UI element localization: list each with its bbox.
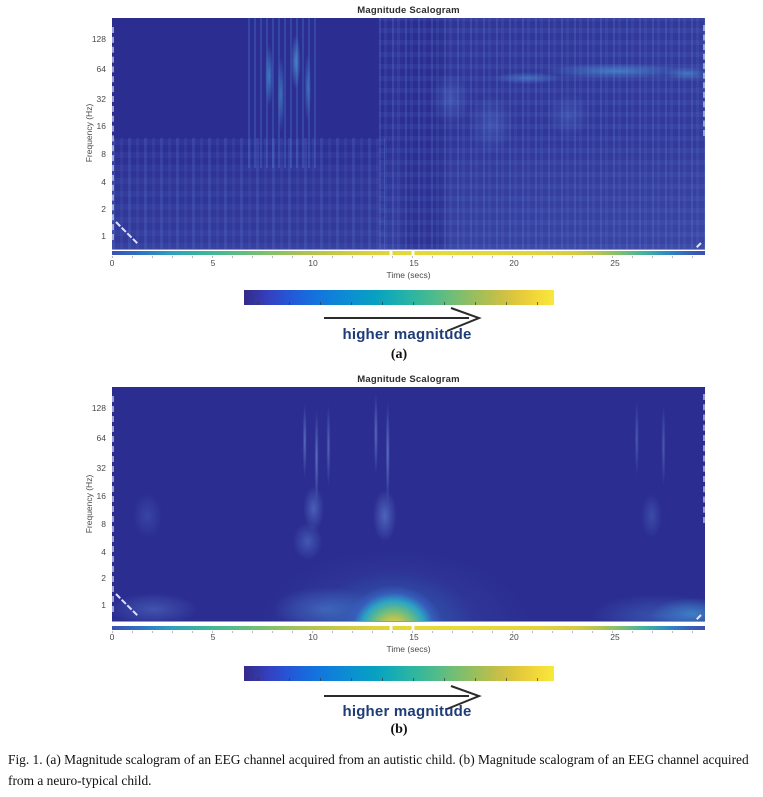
y-tick-label: 2	[101, 573, 106, 583]
x-tick-label: 0	[109, 258, 115, 268]
y-tick-label: 8	[101, 149, 106, 159]
y-tick-label: 4	[101, 547, 106, 557]
figure-caption: Fig. 1. (a) Magnitude scalogram of an EE…	[8, 752, 749, 788]
x-tick-label: 25	[610, 258, 620, 268]
heatmap-texture	[378, 18, 705, 249]
y-tick-label: 8	[101, 519, 106, 529]
higher-magnitude-arrow-icon	[324, 307, 482, 332]
x-tick-label: 0	[109, 632, 115, 642]
colorbar-annotation-a: higher magnitude	[342, 326, 472, 343]
x-tick-label: 20	[509, 258, 519, 268]
signal-color-strip-a	[112, 251, 705, 258]
colorbar-annotation-b: higher magnitude	[342, 703, 472, 720]
plot-title-a: Magnitude Scalogram	[357, 5, 460, 16]
cone-of-influence-corner	[680, 242, 702, 249]
cone-of-influence-corner	[115, 593, 138, 616]
x-tick-label: 20	[509, 632, 519, 642]
x-tick-label: 5	[210, 258, 216, 268]
x-axis-label-a: Time (secs)	[386, 270, 431, 280]
scalogram-heatmap-b	[112, 387, 705, 622]
cone-of-influence-left	[112, 27, 114, 240]
cone-of-influence-left	[112, 396, 114, 612]
y-tick-label: 128	[91, 34, 106, 44]
x-tick-label: 15	[409, 258, 419, 268]
subfigure-label-b: (b)	[390, 722, 408, 737]
y-tick-label: 64	[96, 64, 106, 74]
y-tick-label: 1	[101, 231, 106, 241]
x-tick-label: 5	[210, 632, 216, 642]
x-axis-label-b: Time (secs)	[386, 644, 431, 654]
plot-title-b: Magnitude Scalogram	[357, 374, 460, 385]
scalogram-heatmap-a	[112, 18, 705, 250]
x-tick-label: 25	[610, 632, 620, 642]
x-tick-label: 10	[308, 258, 318, 268]
y-tick-label: 32	[96, 94, 106, 104]
heatmap-texture	[112, 138, 385, 249]
cone-of-influence-corner	[680, 614, 702, 621]
cone-of-influence-right	[703, 24, 705, 136]
y-tick-label: 16	[96, 491, 106, 501]
y-tick-label: 4	[101, 177, 106, 187]
heatmap-texture	[248, 18, 320, 169]
y-tick-label: 64	[96, 433, 106, 443]
signal-color-strip-b	[112, 626, 705, 633]
cone-of-influence-corner	[115, 221, 138, 244]
cone-of-influence-right	[703, 394, 705, 523]
colorbar-a	[244, 290, 554, 305]
subfigure-label-a: (a)	[390, 347, 408, 362]
x-tick-label: 10	[308, 632, 318, 642]
x-tick-label: 15	[409, 632, 419, 642]
y-tick-label: 32	[96, 463, 106, 473]
y-tick-label: 2	[101, 204, 106, 214]
y-tick-label: 1	[101, 600, 106, 610]
y-tick-label: 16	[96, 121, 106, 131]
y-tick-label: 128	[91, 403, 106, 413]
higher-magnitude-arrow-icon	[324, 685, 482, 710]
colorbar-b	[244, 666, 554, 681]
